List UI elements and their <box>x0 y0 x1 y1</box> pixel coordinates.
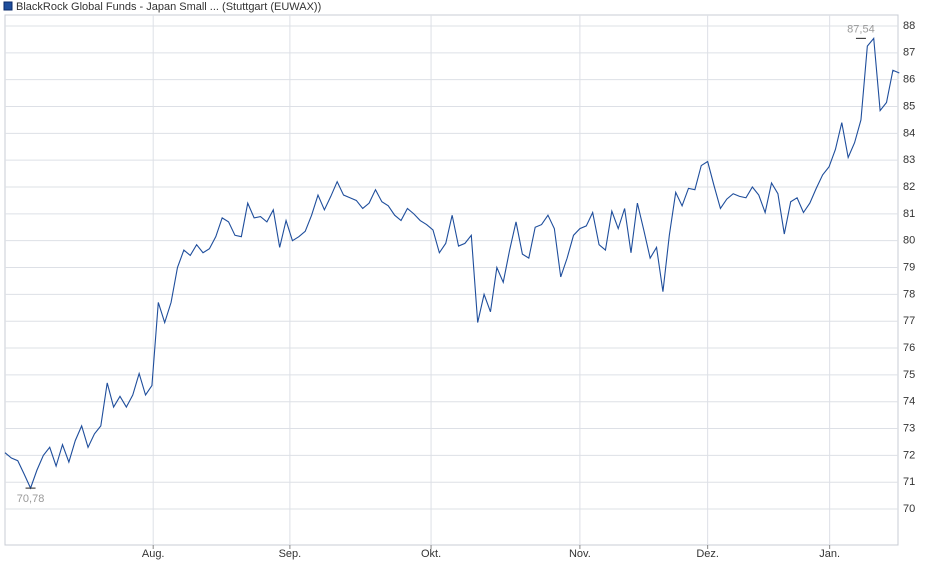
x-tick-label: Aug. <box>142 548 165 560</box>
y-tick-label: 83 <box>903 154 915 166</box>
legend-label: BlackRock Global Funds - Japan Small ...… <box>16 1 321 13</box>
annotation: 70,78 <box>17 493 45 505</box>
x-tick-label: Sep. <box>279 548 302 560</box>
y-tick-label: 79 <box>903 261 915 273</box>
y-tick-label: 87 <box>903 47 915 59</box>
y-tick-label: 77 <box>903 315 915 327</box>
y-tick-label: 81 <box>903 208 915 220</box>
y-tick-label: 74 <box>903 396 915 408</box>
y-tick-label: 80 <box>903 235 915 247</box>
y-tick-label: 78 <box>903 288 915 300</box>
x-tick-label: Nov. <box>569 548 591 560</box>
annotation: 87,54 <box>847 23 875 35</box>
legend-swatch <box>3 1 13 11</box>
y-tick-label: 84 <box>903 127 915 139</box>
x-tick-label: Jan. <box>819 548 840 560</box>
plot-frame <box>4 14 899 546</box>
y-tick-label: 75 <box>903 369 915 381</box>
y-tick-label: 86 <box>903 74 915 86</box>
y-tick-label: 88 <box>903 20 915 32</box>
y-tick-label: 76 <box>903 342 915 354</box>
y-tick-label: 73 <box>903 422 915 434</box>
y-tick-label: 71 <box>903 476 915 488</box>
y-tick-label: 72 <box>903 449 915 461</box>
price-line <box>4 36 900 490</box>
x-tick-label: Dez. <box>696 548 719 560</box>
y-tick-label: 70 <box>903 503 915 515</box>
x-tick-label: Okt. <box>421 548 441 560</box>
y-tick-label: 85 <box>903 100 915 112</box>
y-tick-label: 82 <box>903 181 915 193</box>
